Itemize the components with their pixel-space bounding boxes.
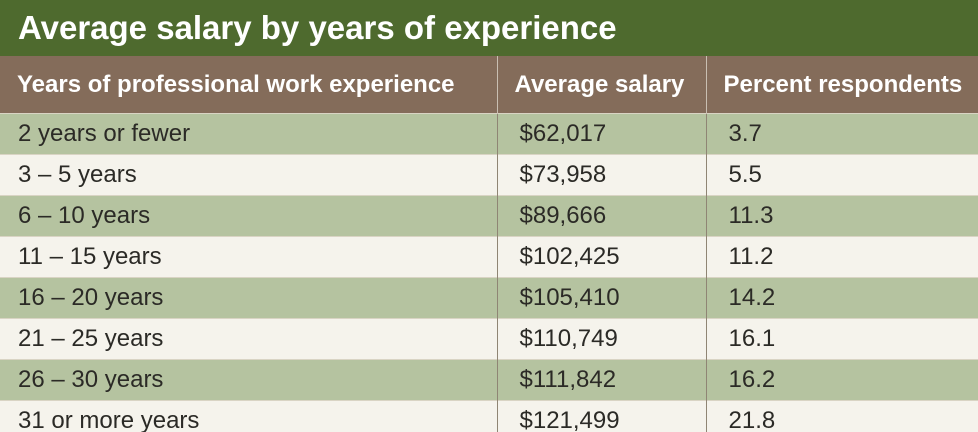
table-row: 31 or more years $121,499 21.8 — [0, 400, 978, 432]
experience-cell: 16 – 20 years — [0, 277, 498, 319]
experience-cell: 21 – 25 years — [0, 318, 498, 360]
header-experience: Years of professional work experience — [0, 56, 498, 114]
experience-cell: 11 – 15 years — [0, 236, 498, 278]
percent-respondents-cell: 16.1 — [706, 318, 978, 360]
percent-respondents-cell: 3.7 — [706, 113, 978, 155]
percent-respondents-cell: 5.5 — [706, 154, 978, 196]
average-salary-cell: $111,842 — [497, 359, 707, 401]
salary-table: Years of professional work experience Av… — [0, 56, 978, 432]
experience-cell: 3 – 5 years — [0, 154, 498, 196]
percent-respondents-cell: 21.8 — [706, 400, 978, 432]
average-salary-cell: $73,958 — [497, 154, 707, 196]
header-percent-respondents: Percent respondents — [706, 56, 978, 114]
header-average-salary: Average salary — [497, 56, 707, 114]
average-salary-cell: $110,749 — [497, 318, 707, 360]
percent-respondents-cell: 11.2 — [706, 236, 978, 278]
average-salary-cell: $105,410 — [497, 277, 707, 319]
table-row: 2 years or fewer $62,017 3.7 — [0, 113, 978, 155]
experience-cell: 26 – 30 years — [0, 359, 498, 401]
table-header: Years of professional work experience Av… — [0, 56, 978, 114]
experience-cell: 6 – 10 years — [0, 195, 498, 237]
average-salary-cell: $89,666 — [497, 195, 707, 237]
table-row: 11 – 15 years $102,425 11.2 — [0, 236, 978, 278]
average-salary-cell: $121,499 — [497, 400, 707, 432]
table-title: Average salary by years of experience — [0, 0, 978, 56]
table-row: 26 – 30 years $111,842 16.2 — [0, 359, 978, 401]
average-salary-cell: $102,425 — [497, 236, 707, 278]
experience-cell: 31 or more years — [0, 400, 498, 432]
table-body: 2 years or fewer $62,017 3.7 3 – 5 years $73… — [0, 113, 978, 432]
table-row: 21 – 25 years $110,749 16.1 — [0, 318, 978, 360]
percent-respondents-cell: 11.3 — [706, 195, 978, 237]
header-row: Years of professional work experience Av… — [0, 56, 978, 114]
table-row: 3 – 5 years $73,958 5.5 — [0, 154, 978, 196]
table-row: 6 – 10 years $89,666 11.3 — [0, 195, 978, 237]
table-row: 16 – 20 years $105,410 14.2 — [0, 277, 978, 319]
experience-cell: 2 years or fewer — [0, 113, 498, 155]
percent-respondents-cell: 14.2 — [706, 277, 978, 319]
average-salary-cell: $62,017 — [497, 113, 707, 155]
percent-respondents-cell: 16.2 — [706, 359, 978, 401]
